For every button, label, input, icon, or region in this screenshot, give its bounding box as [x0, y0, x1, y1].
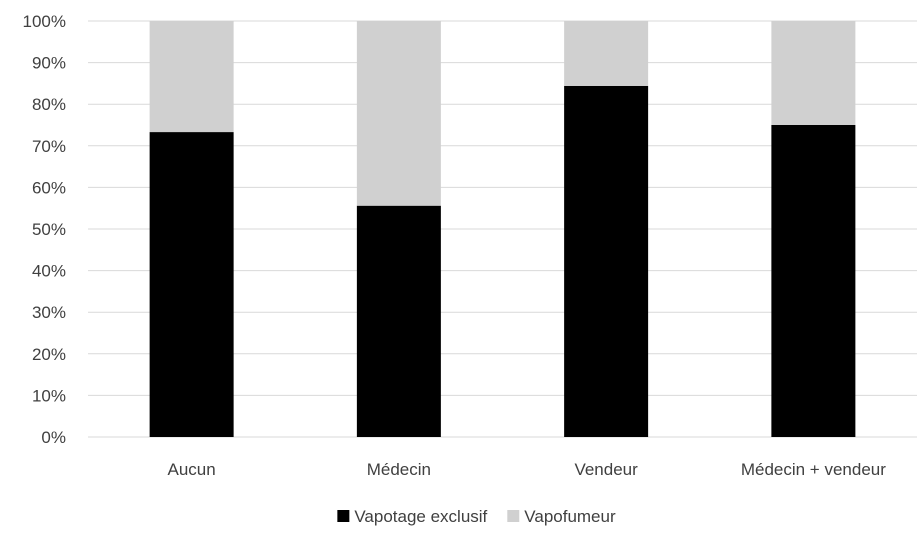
legend-item-vapotage-exclusif: Vapotage exclusif [337, 507, 488, 526]
bar-segment-vapofumeur [149, 21, 234, 133]
legend-swatch [337, 510, 350, 522]
bar-segment-vapofumeur [771, 21, 856, 125]
y-tick-label: 30% [32, 303, 66, 322]
y-tick-label: 40% [32, 262, 66, 281]
bars [149, 21, 856, 437]
y-tick-label: 90% [32, 54, 66, 73]
legend-label: Vapotage exclusif [354, 507, 487, 526]
y-tick-label: 20% [32, 345, 66, 364]
legend-item-vapofumeur: Vapofumeur [507, 507, 616, 526]
y-tick-label: 50% [32, 220, 66, 239]
legend-swatch [507, 510, 520, 522]
legend-label: Vapofumeur [524, 507, 616, 526]
y-tick-label: 100% [23, 12, 66, 31]
y-tick-label: 10% [32, 386, 66, 405]
x-tick-label: Vendeur [574, 460, 638, 479]
legend: Vapotage exclusif Vapofumeur [337, 507, 616, 526]
y-tick-label: 70% [32, 137, 66, 156]
x-axis-tick-labels: Aucun Médecin Vendeur Médecin + vendeur [168, 460, 887, 479]
bar-segment-vapofumeur [564, 21, 649, 86]
bar-segment-vapotage-exclusif [564, 85, 649, 437]
bar-segment-vapotage-exclusif [356, 205, 441, 437]
x-tick-label: Médecin [367, 460, 431, 479]
y-tick-label: 60% [32, 178, 66, 197]
x-tick-label: Aucun [168, 460, 216, 479]
bar-segment-vapotage-exclusif [771, 125, 856, 437]
bar-segment-vapofumeur [356, 21, 441, 206]
y-tick-label: 80% [32, 95, 66, 114]
x-tick-label: Médecin + vendeur [741, 460, 886, 479]
y-axis-tick-labels: 0% 10% 20% 30% 40% 50% 60% 70% 80% 90% 100% [23, 12, 66, 447]
y-tick-label: 0% [41, 428, 66, 447]
bar-segment-vapotage-exclusif [149, 132, 234, 437]
